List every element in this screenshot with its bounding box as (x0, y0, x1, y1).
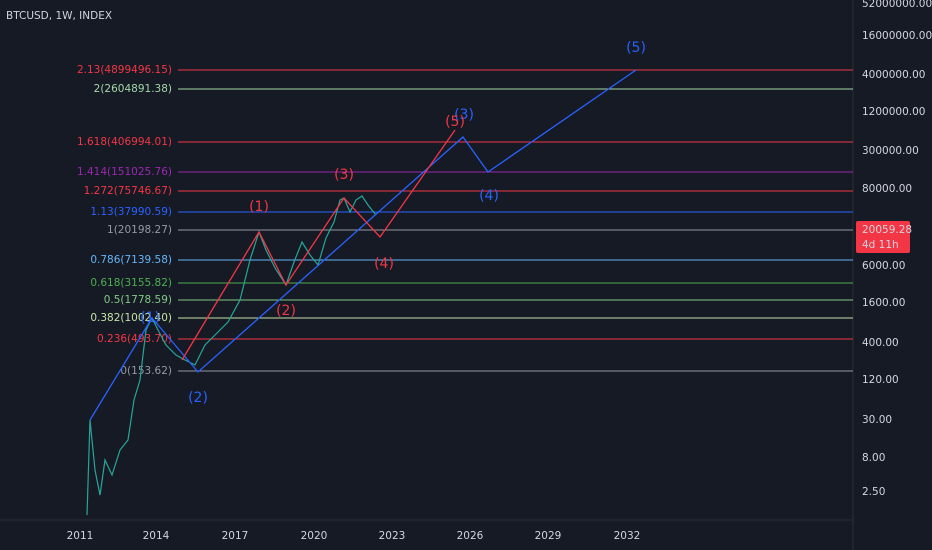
time-axis-label: 2017 (222, 530, 249, 542)
wave-label: (5) (626, 40, 646, 56)
time-axis-label: 2020 (301, 530, 328, 542)
price-axis-label: 80000.00 (862, 183, 912, 195)
fib-label: 1.618(406994.01) (77, 136, 172, 148)
price-tag-countdown: 4d 11h (862, 239, 899, 251)
wave-label: (2) (276, 303, 296, 319)
price-tag (856, 221, 910, 253)
fib-label: 0.5(1778.59) (104, 294, 172, 306)
fib-label: 2.13(4899496.15) (77, 64, 172, 76)
price-axis-label: 300000.00 (862, 145, 919, 157)
wave-label: (3) (334, 167, 354, 183)
fib-label: 1.272(75746.67) (84, 185, 172, 197)
time-axis-label: 2029 (535, 530, 562, 542)
wave-label: (4) (374, 256, 394, 272)
fib-label: 1.13(37990.59) (90, 206, 172, 218)
wave-label: (1) (140, 310, 160, 326)
price-axis-label: 4000000.00 (862, 69, 925, 81)
price-axis-label: 30.00 (862, 414, 892, 426)
fib-label: 1.414(151025.76) (77, 166, 172, 178)
fib-label: 2(2604891.38) (94, 83, 172, 95)
fib-label: 0.236(493.70) (97, 333, 172, 345)
time-axis-label: 2014 (143, 530, 170, 542)
fib-label: 0.618(3155.82) (90, 277, 172, 289)
fib-label: 0.382(1002.40) (90, 312, 172, 324)
fib-label: 1(20198.27) (107, 224, 172, 236)
wave-label: (2) (188, 390, 208, 406)
symbol-header: BTCUSD, 1W, INDEX (6, 10, 112, 22)
wave-label: (5) (445, 114, 465, 130)
fib-label: 0.786(7139.58) (90, 254, 172, 266)
price-axis-label: 1600.00 (862, 297, 905, 309)
fib-label: 0(153.62) (120, 365, 172, 377)
price-axis-label: 6000.00 (862, 260, 905, 272)
price-axis-label: 16000000.00 (862, 30, 932, 42)
time-axis-label: 2023 (379, 530, 406, 542)
time-axis-label: 2026 (457, 530, 484, 542)
price-axis-label: 1200000.00 (862, 106, 925, 118)
price-axis-label: 2.50 (862, 486, 885, 498)
blue-wave-line (89, 69, 637, 421)
time-axis-label: 2032 (614, 530, 641, 542)
wave-label: (3) (454, 107, 474, 123)
red-wave-line (181, 129, 456, 361)
price-axis-label: 8.00 (862, 452, 885, 464)
wave-label: (4) (479, 188, 499, 204)
price-axis-label: 120.00 (862, 374, 899, 386)
price-axis-label: 400.00 (862, 337, 899, 349)
price-tag-value: 20059.28 (862, 224, 912, 236)
time-axis-label: 2011 (67, 530, 94, 542)
wave-label: (1) (249, 199, 269, 215)
price-axis-label: 52000000.00 (862, 0, 932, 10)
